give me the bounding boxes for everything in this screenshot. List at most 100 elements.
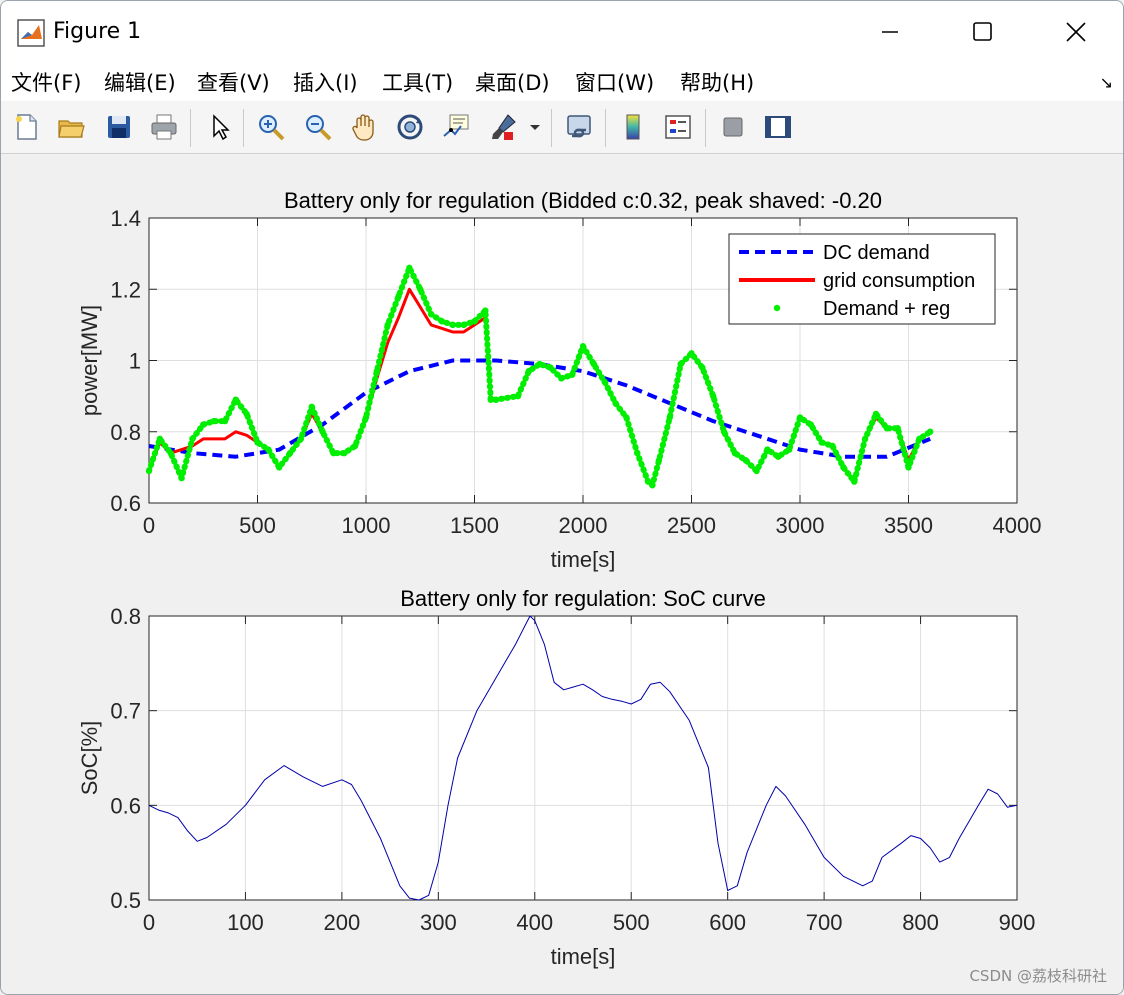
minimize-button[interactable] xyxy=(867,11,913,53)
zoom-in-button[interactable] xyxy=(253,109,289,145)
dock-arrow-icon[interactable]: ↘ xyxy=(1099,73,1113,92)
brush-dropdown-button[interactable] xyxy=(525,109,545,145)
title-bar[interactable]: Figure 1 xyxy=(1,1,1123,63)
demand-plus-reg-point xyxy=(319,428,326,435)
data-cursor-icon xyxy=(443,114,469,137)
legend-entry: grid consumption xyxy=(823,270,975,292)
close-icon xyxy=(1066,22,1086,42)
demand-plus-reg-point xyxy=(362,414,370,421)
print-button[interactable] xyxy=(146,109,182,145)
save-button[interactable] xyxy=(101,109,137,145)
x-tick-label: 400 xyxy=(516,910,553,935)
demand-plus-reg-point xyxy=(221,417,229,425)
demand-plus-reg-point xyxy=(449,321,456,329)
y-tick-label: 0.6 xyxy=(110,491,141,516)
legend-button[interactable] xyxy=(660,109,696,145)
demand-plus-reg-point xyxy=(710,392,717,400)
y-tick-label: 0.8 xyxy=(110,420,141,445)
menu-tools[interactable]: 工具(T) xyxy=(382,71,454,95)
demand-plus-reg-point xyxy=(883,424,890,432)
demand-plus-reg-point xyxy=(753,467,760,475)
demand-plus-reg-point xyxy=(623,414,630,421)
demand-plus-reg-point xyxy=(286,449,294,457)
colorbar-button[interactable] xyxy=(615,109,651,145)
menu-insert[interactable]: 插入(I) xyxy=(293,71,358,95)
demand-plus-reg-point xyxy=(330,449,337,457)
show-plot-tools-button[interactable] xyxy=(760,109,796,145)
zoom-in-icon xyxy=(259,115,285,141)
demand-plus-reg-point xyxy=(699,364,706,371)
menu-file[interactable]: 文件(F) xyxy=(11,71,82,95)
demand-plus-reg-point xyxy=(894,424,901,432)
y-tick-label: 0.5 xyxy=(110,888,141,913)
demand-plus-reg-point xyxy=(308,403,315,411)
x-tick-label: 700 xyxy=(806,910,843,935)
x-tick-label: 500 xyxy=(239,513,276,538)
demand-plus-reg-point xyxy=(482,307,489,314)
edit-plot-button[interactable] xyxy=(202,109,238,145)
show-plot-tools-icon xyxy=(765,116,791,138)
demand-plus-reg-point xyxy=(872,410,880,418)
menu-desktop[interactable]: 桌面(D) xyxy=(475,71,550,95)
demand-plus-reg-point xyxy=(514,392,522,400)
demand-plus-reg-point xyxy=(254,439,261,446)
legend-entry: DC demand xyxy=(823,242,930,264)
zoom-out-icon xyxy=(306,115,332,141)
y-tick-label: 1.2 xyxy=(110,277,141,302)
demand-plus-reg-point xyxy=(742,457,749,464)
demand-plus-reg-point xyxy=(373,367,381,375)
demand-plus-reg-point xyxy=(189,435,196,443)
x-tick-label: 800 xyxy=(902,910,939,935)
demand-plus-reg-point xyxy=(395,293,402,300)
open-folder-icon xyxy=(58,120,85,138)
demand-plus-reg-point xyxy=(460,321,467,329)
y-tick-label: 0.7 xyxy=(110,699,141,724)
demand-plus-reg-point xyxy=(829,442,836,450)
demand-plus-reg-point xyxy=(427,310,435,318)
demand-plus-reg-point xyxy=(178,474,185,482)
zoom-out-button[interactable] xyxy=(300,109,336,145)
x-tick-label: 900 xyxy=(999,910,1036,935)
demand-plus-reg-point xyxy=(210,417,218,425)
legend-swatch-demand-plus-reg xyxy=(773,304,781,312)
pan-button[interactable] xyxy=(346,109,382,145)
menu-help[interactable]: 帮助(H) xyxy=(680,71,755,95)
demand-plus-reg-point xyxy=(634,449,641,457)
menu-edit[interactable]: 编辑(E) xyxy=(104,71,176,95)
menu-view[interactable]: 查看(V) xyxy=(197,71,270,95)
demand-plus-reg-point xyxy=(644,478,652,485)
brush-icon xyxy=(492,114,516,140)
rotate-3d-icon xyxy=(397,114,423,140)
menu-window[interactable]: 窗口(W) xyxy=(575,71,655,95)
demand-plus-reg-point xyxy=(200,421,207,428)
rotate-3d-button[interactable] xyxy=(392,109,428,145)
hide-plot-tools-button[interactable] xyxy=(715,109,751,145)
demand-plus-reg-point xyxy=(297,435,305,443)
demand-plus-reg-point xyxy=(785,446,793,453)
new-file-button[interactable] xyxy=(9,109,45,145)
demand-plus-reg-point xyxy=(905,464,912,471)
maximize-button[interactable] xyxy=(960,11,1006,53)
toolbar-separator xyxy=(705,109,706,147)
demand-plus-reg-point xyxy=(666,414,673,421)
x-axis-label: time[s] xyxy=(551,944,616,969)
demand-plus-reg-point xyxy=(590,360,598,368)
minimize-icon xyxy=(882,31,898,33)
hide-plot-tools-icon xyxy=(723,117,743,137)
x-tick-label: 600 xyxy=(709,910,746,935)
demand-plus-reg-point xyxy=(487,396,494,403)
y-tick-label: 1 xyxy=(129,349,141,374)
demand-plus-reg-point xyxy=(232,396,239,403)
brush-button[interactable] xyxy=(485,109,521,145)
demand-plus-reg-point xyxy=(265,446,272,453)
link-plot-button[interactable] xyxy=(561,109,597,145)
x-tick-label: 1000 xyxy=(342,513,391,538)
close-button[interactable] xyxy=(1053,11,1099,53)
demand-plus-reg-point xyxy=(579,343,587,350)
brush-dropdown-icon xyxy=(530,125,540,130)
data-cursor-button[interactable] xyxy=(438,109,474,145)
x-tick-label: 300 xyxy=(420,910,457,935)
open-file-button[interactable] xyxy=(53,109,89,145)
x-tick-label: 500 xyxy=(613,910,650,935)
pan-hand-icon xyxy=(352,114,374,141)
